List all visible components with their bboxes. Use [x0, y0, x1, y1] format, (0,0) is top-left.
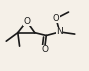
Text: N: N — [56, 27, 63, 36]
Text: O: O — [23, 17, 30, 26]
Text: O: O — [41, 45, 48, 54]
Text: O: O — [53, 14, 59, 23]
